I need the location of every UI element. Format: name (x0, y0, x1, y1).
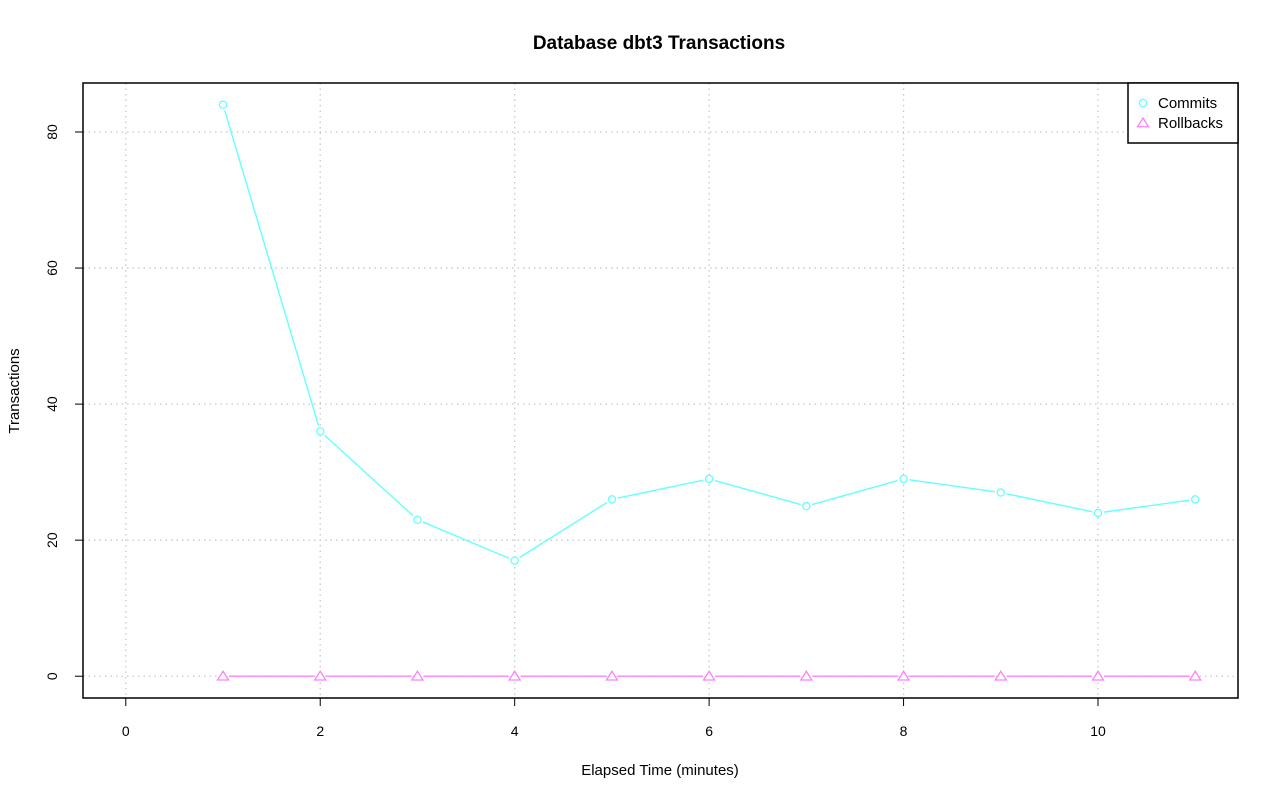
data-point (413, 515, 422, 525)
x-tick-label: 2 (316, 723, 324, 739)
series-line-segment (617, 479, 704, 499)
data-point (510, 556, 519, 565)
legend-label: Rollbacks (1158, 115, 1223, 132)
y-tick-label: 0 (44, 672, 60, 680)
series-line-segment (519, 501, 608, 558)
y-axis: 0 20 40 60 80 (44, 124, 84, 680)
grid (83, 83, 1238, 698)
data-point (313, 670, 327, 681)
data-point (1188, 670, 1202, 681)
series-line-segment (422, 521, 510, 559)
data-point (507, 670, 522, 681)
data-point (1190, 495, 1200, 504)
data-point (704, 474, 714, 484)
y-tick-label: 60 (44, 260, 60, 276)
series-line-segment (811, 479, 898, 506)
data-point (702, 670, 716, 681)
legend-items: Commits Rollbacks (1136, 95, 1223, 132)
data-point (799, 670, 814, 681)
data-point (802, 501, 811, 511)
legend-box (1127, 82, 1239, 144)
plot-frame (82, 82, 1239, 699)
y-axis-label: Transactions (6, 348, 23, 433)
x-tick-label: 0 (122, 723, 130, 739)
series-line-segment (909, 479, 995, 493)
data-point (1091, 670, 1105, 681)
data-point (896, 670, 911, 681)
legend-marker (1138, 98, 1148, 108)
legend-item-commits: Commits (1138, 95, 1217, 112)
y-tick-label: 80 (44, 124, 60, 140)
legend: Commits Rollbacks (1127, 82, 1239, 144)
chart-title: Database dbt3 Transactions (533, 33, 785, 54)
data-point (216, 670, 230, 681)
data-point (1093, 508, 1103, 518)
x-tick-label: 4 (511, 723, 519, 739)
series-line-segment (1006, 493, 1093, 513)
x-tick-label: 8 (900, 723, 908, 739)
data-point (605, 670, 619, 681)
data-point (315, 427, 325, 436)
data-point (410, 670, 425, 681)
data-point (607, 495, 617, 504)
series-line-segment (324, 434, 414, 517)
x-tick-label: 10 (1090, 723, 1106, 739)
series-line-segment (224, 110, 320, 426)
series-line-segment (1103, 499, 1190, 513)
x-axis: 0 2 4 6 8 10 (122, 697, 1106, 739)
y-tick-label: 40 (44, 396, 60, 412)
series-rollbacks (216, 670, 1202, 681)
series-layer (216, 100, 1202, 681)
x-tick-label: 6 (705, 723, 713, 739)
x-axis-label: Elapsed Time (minutes) (581, 762, 739, 779)
data-point (994, 670, 1008, 681)
series-commits (218, 100, 1200, 565)
legend-item-rollbacks: Rollbacks (1136, 115, 1223, 132)
legend-label: Commits (1158, 95, 1217, 112)
y-tick-label: 20 (44, 532, 60, 548)
data-point (899, 474, 908, 484)
data-point (996, 488, 1006, 497)
series-line-segment (714, 479, 801, 506)
legend-marker (1136, 116, 1150, 128)
data-point (218, 100, 228, 110)
